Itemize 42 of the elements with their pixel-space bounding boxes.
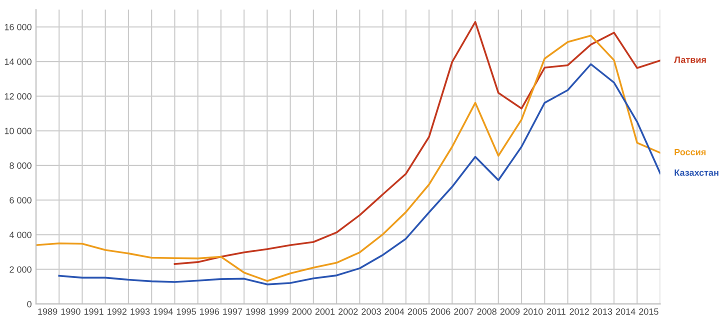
x-tick-label: 2014	[616, 308, 636, 315]
y-tick-label: 8 000	[10, 162, 32, 169]
line-series	[58, 63, 660, 286]
y-tick-label: 0	[27, 300, 32, 308]
x-tick-label: 2012	[570, 308, 589, 315]
x-tick-label: 2003	[362, 308, 381, 315]
x-tick-label: 2011	[546, 308, 566, 315]
x-tick-label: 2002	[338, 308, 358, 315]
x-tick-label: 1992	[108, 308, 127, 315]
x-tick-label: 2008	[477, 308, 496, 315]
x-tick-label: 1989	[38, 308, 58, 315]
x-tick-label: 2015	[639, 308, 658, 315]
x-tick-label: 1996	[200, 308, 220, 315]
x-tick-label: 1993	[130, 308, 150, 315]
series-label: Латвия	[674, 56, 706, 63]
x-tick-label: 1990	[61, 308, 80, 315]
y-tick-label: 4 000	[9, 232, 32, 238]
x-tick-label: 2013	[592, 308, 612, 315]
x-tick-label: 1995	[176, 308, 196, 315]
x-tick-label: 1999	[269, 308, 288, 315]
x-tick-label: 2000	[292, 308, 312, 315]
x-tick-label: 1991	[84, 308, 104, 315]
x-tick-label: 1994	[154, 308, 173, 315]
y-tick-label: 14 000	[4, 58, 32, 65]
y-tick-label: 16 000	[4, 24, 32, 30]
line-series	[174, 21, 660, 265]
x-tick-label: 2004	[384, 308, 404, 315]
y-tick-label: 6 000	[10, 197, 32, 204]
y-tick-label: 12 000	[4, 93, 32, 100]
series-label: Казахстан	[674, 170, 718, 176]
x-tick-label: 2010	[523, 308, 543, 315]
series-label: Россия	[674, 148, 706, 156]
x-tick-label: 1997	[223, 308, 242, 315]
x-tick-label: 2007	[454, 308, 474, 315]
x-tick-label: 2001	[315, 308, 335, 315]
x-tick-label: 2009	[500, 308, 520, 315]
y-tick-label: 10 000	[4, 128, 32, 134]
x-tick-label: 1998	[246, 308, 266, 315]
x-tick-label: 2006	[431, 308, 450, 315]
line-series	[36, 34, 660, 282]
x-tick-label: 2005	[408, 308, 428, 315]
y-tick-label: 2 000	[10, 266, 32, 273]
